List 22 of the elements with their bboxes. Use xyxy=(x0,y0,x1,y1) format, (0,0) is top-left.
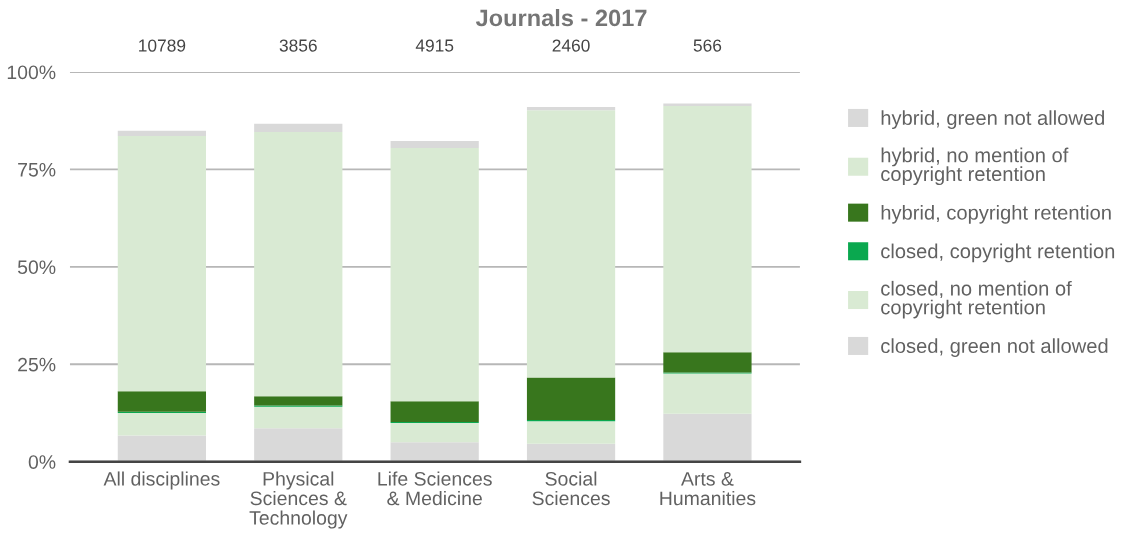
text: 566 xyxy=(693,39,722,52)
text: 3856 xyxy=(279,39,317,52)
y-tick-label: 75% xyxy=(18,162,56,177)
legend-label: closed, copyright retention xyxy=(881,243,1115,263)
x-tick-label: All disciplines xyxy=(103,471,220,490)
x-tick-label: Life Sciences & Medicine xyxy=(378,471,492,506)
text: 2460 xyxy=(552,39,590,52)
legend-label: closed, green not allowed xyxy=(881,338,1108,358)
x-tick-label: Arts & Humanities xyxy=(660,472,756,506)
y-tick-label: 25% xyxy=(18,357,56,372)
x-tick-label: Social Sciences xyxy=(532,471,610,506)
y-tick-label: 100% xyxy=(7,65,56,80)
x-tick-label: Physical Sciences & Technology xyxy=(249,471,348,529)
legend-label: hybrid, green not allowed xyxy=(881,110,1105,130)
y-tick-label: 0% xyxy=(28,455,56,469)
legend-label: hybrid, copyright retention xyxy=(881,204,1111,224)
legend-label: hybrid, no mention of copyright retention xyxy=(881,147,1069,186)
legend-label: closed, no mention of copyright retention xyxy=(881,280,1072,319)
text: 4915 xyxy=(415,39,454,52)
text: 10789 xyxy=(139,39,186,52)
y-tick-label: 50% xyxy=(17,260,56,275)
chart-title: Journals - 2017 xyxy=(475,9,647,27)
